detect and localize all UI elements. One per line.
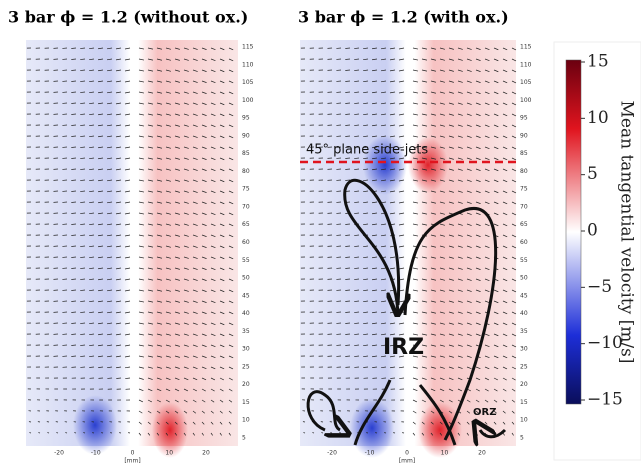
- y-tick-label: 60: [520, 239, 528, 246]
- x-axis-label: [mm]: [399, 458, 415, 465]
- y-tick-label: 105: [520, 79, 532, 86]
- x-tick-label: -10: [365, 450, 375, 457]
- colorbar-label: Mean tangential velocity [m/s]: [617, 101, 637, 364]
- y-tick-label: 55: [520, 257, 528, 264]
- colorbar-tick-label: 0: [587, 221, 598, 241]
- x-tick-label: 0: [405, 450, 409, 457]
- y-tick-label: 90: [242, 132, 250, 139]
- y-tick-label: 45: [242, 292, 250, 299]
- x-tick-label: 20: [478, 450, 486, 457]
- panel-title: 3 bar ϕ = 1.2 (without ox.): [8, 8, 248, 27]
- x-tick-label: 20: [202, 450, 210, 457]
- colorbar-tick-label: −5: [587, 277, 612, 297]
- annotation: 45° plane side-jets: [306, 143, 428, 158]
- y-tick-label: 110: [520, 61, 532, 68]
- y-tick-label: 40: [520, 310, 528, 317]
- y-tick-label: 70: [242, 203, 250, 210]
- y-tick-label: 115: [520, 44, 532, 51]
- y-tick-label: 10: [520, 417, 528, 424]
- y-tick-label: 65: [520, 221, 528, 228]
- colorbar-tick-label: −10: [587, 333, 623, 353]
- y-tick-label: 5: [242, 435, 246, 442]
- y-tick-label: 5: [520, 435, 524, 442]
- panel-1-field: [26, 40, 238, 446]
- y-tick-label: 50: [520, 275, 528, 282]
- y-tick-label: 80: [242, 168, 250, 175]
- panel-title: 3 bar ϕ = 1.2 (with ox.): [298, 8, 509, 27]
- colorbar-tick-label: 15: [587, 52, 609, 72]
- y-tick-label: 20: [520, 381, 528, 388]
- y-tick-label: 75: [520, 186, 528, 193]
- y-tick-label: 90: [520, 132, 528, 139]
- x-axis-label: [mm]: [124, 458, 140, 465]
- panel-2-field: [300, 40, 516, 446]
- x-tick-label: 10: [165, 450, 173, 457]
- y-tick-label: 105: [242, 79, 254, 86]
- x-tick-label: 0: [131, 450, 135, 457]
- y-tick-label: 110: [242, 61, 254, 68]
- colorbar-tick-label: 5: [587, 164, 598, 184]
- y-tick-label: 35: [242, 328, 250, 335]
- y-tick-label: 50: [242, 275, 250, 282]
- y-tick-label: 70: [520, 203, 528, 210]
- y-tick-label: 100: [520, 97, 532, 104]
- y-tick-label: 60: [242, 239, 250, 246]
- y-tick-label: 85: [242, 150, 250, 157]
- y-tick-label: 45: [520, 292, 528, 299]
- y-tick-label: 15: [242, 399, 250, 406]
- y-tick-label: 65: [242, 221, 250, 228]
- y-tick-label: 95: [520, 115, 528, 122]
- x-tick-label: -20: [54, 450, 64, 457]
- y-tick-label: 35: [520, 328, 528, 335]
- y-tick-label: 15: [520, 399, 528, 406]
- annotation: ORZ: [473, 407, 496, 418]
- y-tick-label: 10: [242, 417, 250, 424]
- y-tick-label: 20: [242, 381, 250, 388]
- x-tick-label: 10: [441, 450, 449, 457]
- y-tick-label: 100: [242, 97, 254, 104]
- x-tick-label: -20: [327, 450, 337, 457]
- y-tick-label: 80: [520, 168, 528, 175]
- colorbar-tick-label: 10: [587, 108, 609, 128]
- y-tick-label: 85: [520, 150, 528, 157]
- colorbar: [566, 60, 581, 404]
- y-tick-label: 30: [242, 346, 250, 353]
- y-tick-label: 115: [242, 44, 254, 51]
- blue-region: [73, 395, 117, 455]
- colorbar-tick-label: −15: [587, 390, 623, 410]
- y-tick-label: 40: [242, 310, 250, 317]
- y-tick-label: 55: [242, 257, 250, 264]
- y-tick-label: 25: [242, 363, 250, 370]
- y-tick-label: 75: [242, 186, 250, 193]
- y-tick-label: 95: [242, 115, 250, 122]
- y-tick-label: 25: [520, 363, 528, 370]
- annotation: IRZ: [383, 335, 424, 360]
- y-tick-label: 30: [520, 346, 528, 353]
- x-tick-label: -10: [91, 450, 101, 457]
